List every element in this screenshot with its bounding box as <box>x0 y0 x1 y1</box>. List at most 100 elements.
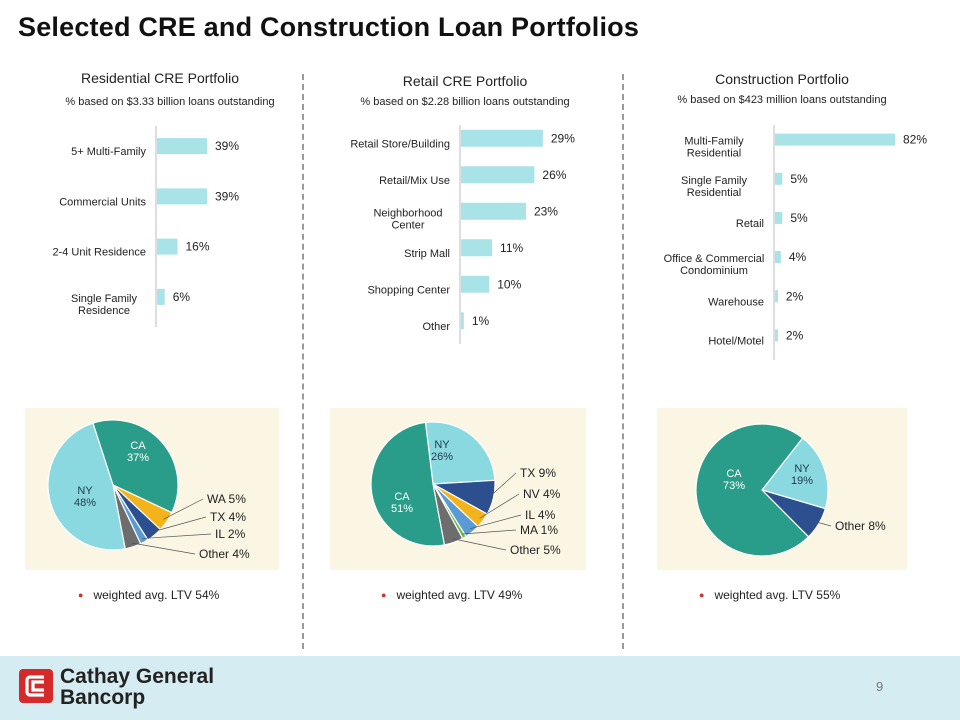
bullet-icon: ● <box>78 590 84 600</box>
bar-category-label: Residential <box>687 187 741 199</box>
pie-slice-ca <box>695 423 810 557</box>
pie-outside-label: IL 4% <box>525 508 556 522</box>
bar-other <box>461 312 464 330</box>
construction-chart-title: Construction Portfolio <box>715 71 849 87</box>
bar-category-label: Warehouse <box>708 296 764 308</box>
pie-slice-percent: 37% <box>127 452 149 464</box>
pie-slice-percent: 19% <box>791 475 813 487</box>
retail-pie-panel: NY 26% TX 9% NV 4% IL 4% MA 1% Other 5% CA 51% <box>330 408 586 570</box>
construction-pie-panel: NY 19% Other 8% CA 73% <box>657 408 907 570</box>
pie-slice-label: NY <box>77 485 93 497</box>
footer-bar <box>0 656 960 720</box>
residential-ltv-note: ● weighted avg. LTV 54% <box>78 588 219 602</box>
pie-slice-ca <box>370 421 446 547</box>
bullet-icon: ● <box>381 590 387 600</box>
pie-slice-percent: 48% <box>74 497 96 509</box>
construction-ltv-note: ● weighted avg. LTV 55% <box>699 588 840 602</box>
pie-slice-ca <box>92 419 179 514</box>
pie-outside-label: Other 5% <box>510 543 561 557</box>
construction-chart-subtitle: % based on $423 million loans outstandin… <box>677 94 887 106</box>
bar-value-label: 2% <box>786 289 804 303</box>
pie-slice-percent: 73% <box>723 480 745 492</box>
retail-ltv-note: ● weighted avg. LTV 49% <box>381 588 522 602</box>
cathay-logo-icon <box>19 669 53 703</box>
bar-multi-family-residential <box>775 133 895 146</box>
bar-retail-store-building <box>461 129 543 147</box>
bar-neighborhood-center <box>461 202 526 220</box>
pie-slice-percent: 51% <box>391 503 413 515</box>
pie-slice-label: CA <box>130 440 146 452</box>
bar-retail <box>775 211 783 224</box>
bar-hotel-motel <box>775 329 778 342</box>
bar-strip-mall <box>461 239 493 257</box>
pie-slice-label: NY <box>434 439 450 451</box>
bar-value-label: 10% <box>497 277 521 291</box>
bar-5-multi-family <box>157 138 207 155</box>
pie-leader-line <box>163 498 204 520</box>
bar-value-label: 2% <box>786 328 804 342</box>
page-title: Selected CRE and Construction Loan Portf… <box>18 12 640 42</box>
bar-category-label: Office & Commercial <box>664 253 765 265</box>
pie-outside-label: Other 8% <box>835 519 886 533</box>
pie-leader-line <box>131 542 196 555</box>
bar-category-label: 2-4 Unit Residence <box>52 247 146 259</box>
bar-value-label: 11% <box>500 241 523 255</box>
retail-ltv-text: weighted avg. LTV 49% <box>396 588 523 602</box>
pie-leader-line <box>469 514 522 530</box>
residential-ltv-text: weighted avg. LTV 54% <box>93 588 220 602</box>
bar-warehouse <box>775 290 778 303</box>
column-divider-2 <box>622 74 624 649</box>
company-logo-text: Cathay General Bancorp <box>60 666 214 708</box>
pie-slice-ny <box>760 437 829 510</box>
bar-retail-mix-use <box>461 166 535 184</box>
retail-chart-title: Retail CRE Portfolio <box>402 73 528 89</box>
bar-value-label: 82% <box>903 133 927 147</box>
bar-category-label: Other <box>422 321 450 333</box>
bar-value-label: 4% <box>789 250 807 264</box>
pie-outside-label: TX 4% <box>210 510 246 524</box>
bar-value-label: 29% <box>551 131 575 145</box>
bar-value-label: 39% <box>215 139 239 153</box>
retail-chart-subtitle: % based on $2.28 billion loans outstandi… <box>360 96 570 108</box>
bullet-icon: ● <box>699 590 705 600</box>
bar-shopping-center <box>461 275 490 293</box>
page-number: 9 <box>876 679 884 694</box>
pie-outside-label: Other 4% <box>199 547 250 561</box>
bar-value-label: 26% <box>542 168 566 182</box>
pie-slice-ny <box>47 422 126 551</box>
residential-bar-chart: 39% 5+ Multi-Family 39% Commercial Units 16%… <box>52 126 239 327</box>
pie-slice-label: CA <box>726 468 742 480</box>
bar-category-label: Neighborhood <box>373 207 442 219</box>
bar-category-label: Single Family <box>71 293 138 305</box>
bar-value-label: 5% <box>790 211 808 225</box>
bar-category-label: Strip Mall <box>404 248 450 260</box>
bar-category-label: Residence <box>78 305 130 317</box>
company-name-line2: Bancorp <box>60 686 146 709</box>
bar-category-label: Shopping Center <box>367 284 450 296</box>
bar-single-family-residential <box>775 172 783 185</box>
residential-chart-subtitle: % based on $3.33 billion loans outstandi… <box>65 96 275 108</box>
pie-outside-label: MA 1% <box>520 523 558 537</box>
bar-value-label: 6% <box>173 290 191 304</box>
bar-category-label: Hotel/Motel <box>708 335 764 347</box>
bar-category-label: Residential <box>687 148 741 160</box>
bar-category-label: 5+ Multi-Family <box>71 146 146 158</box>
pie-slice-ny <box>424 421 496 485</box>
residential-pie-panel: CA 37% WA 5% TX 4% IL 2% Other 4% NY 48% <box>25 408 279 570</box>
bar-category-label: Retail Store/Building <box>350 138 450 150</box>
pie-leader-line <box>462 529 517 535</box>
pie-slice-percent: 26% <box>431 451 453 463</box>
pie-slice-label: CA <box>394 491 410 503</box>
pie-leader-line <box>142 533 212 539</box>
bar-value-label: 1% <box>472 314 490 328</box>
bar-category-label: Retail/Mix Use <box>379 175 450 187</box>
bar-office-commercial-condominium <box>775 251 781 264</box>
bar-2-4-unit-residence <box>157 238 178 255</box>
pie-outside-label: TX 9% <box>520 466 556 480</box>
pie-leader-line <box>452 538 507 551</box>
pie-outside-label: IL 2% <box>215 527 246 541</box>
